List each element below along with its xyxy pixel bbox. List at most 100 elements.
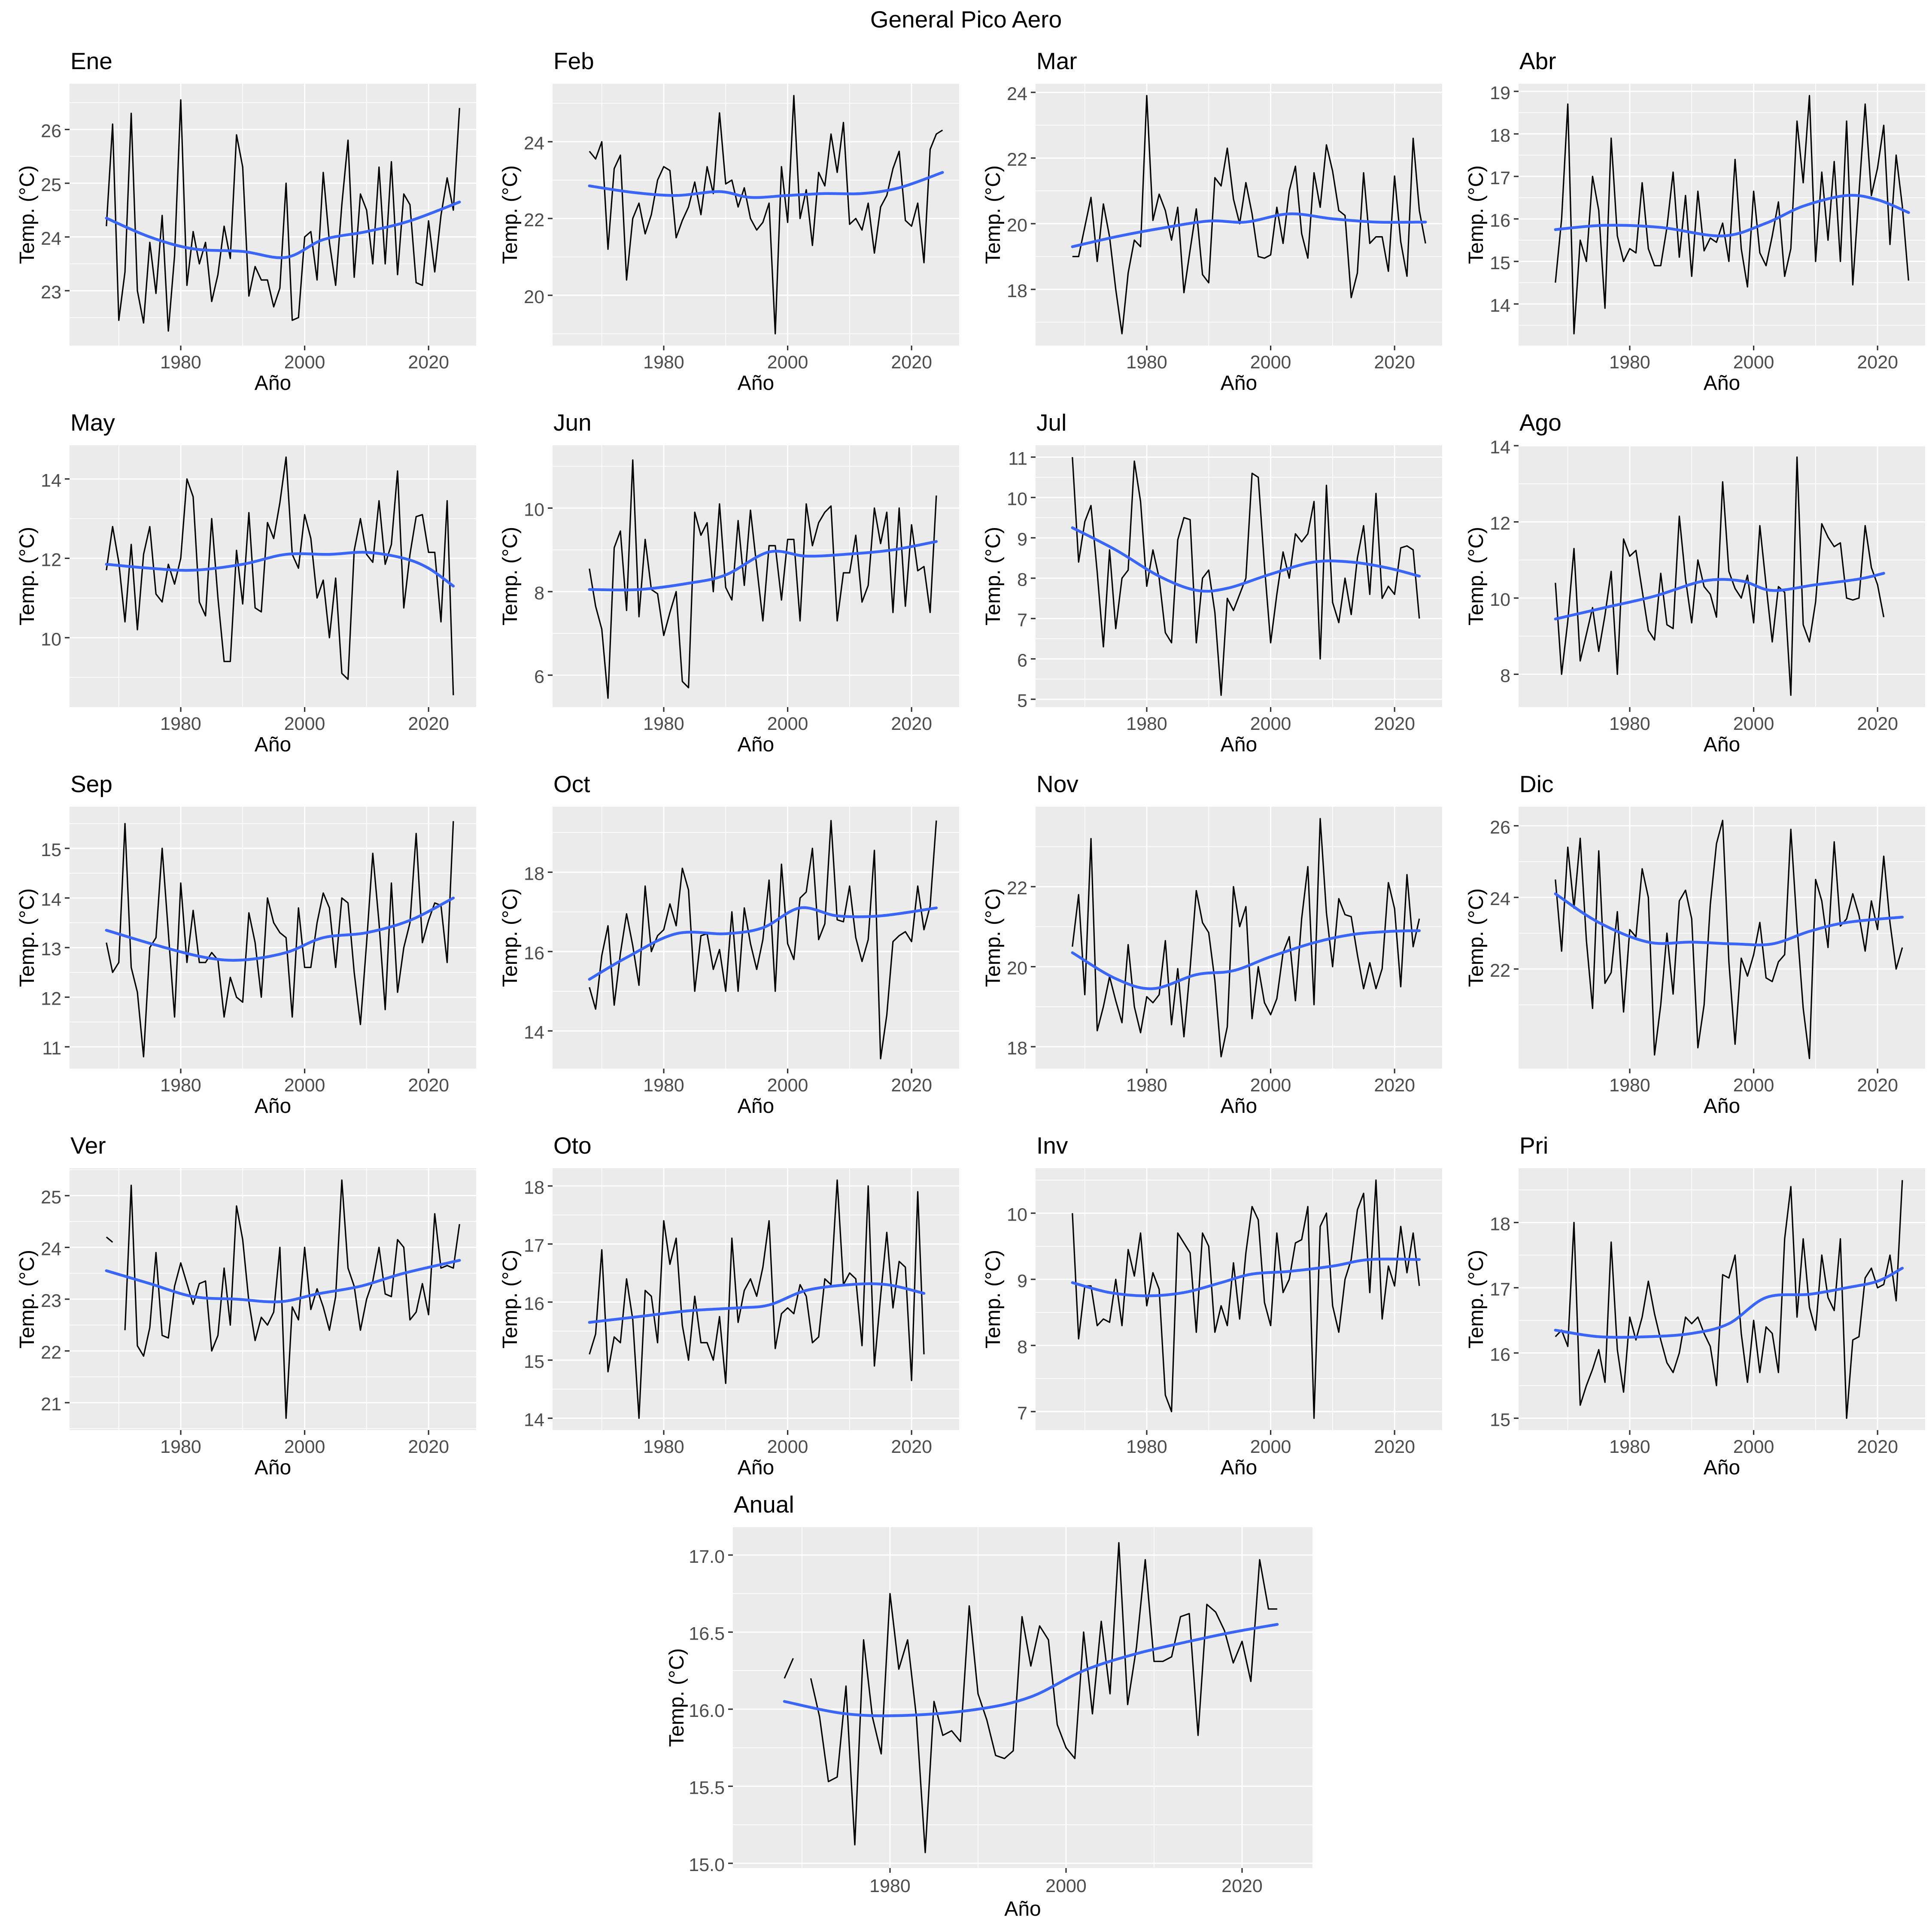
svg-text:15: 15 (41, 840, 61, 860)
svg-text:2000: 2000 (284, 1075, 325, 1096)
svg-text:16: 16 (1490, 1344, 1510, 1365)
svg-text:8: 8 (1500, 666, 1510, 687)
svg-text:12: 12 (41, 989, 61, 1009)
svg-text:23: 23 (41, 1291, 61, 1311)
svg-text:1980: 1980 (160, 352, 201, 373)
svg-text:2020: 2020 (891, 714, 932, 734)
svg-text:22: 22 (41, 1343, 61, 1363)
svg-text:22: 22 (1490, 960, 1510, 981)
svg-text:Temp. (°C): Temp. (°C) (16, 527, 39, 626)
svg-text:17: 17 (1490, 168, 1510, 188)
svg-text:14: 14 (524, 1022, 544, 1043)
svg-text:12: 12 (1490, 513, 1510, 534)
svg-text:7: 7 (1017, 1403, 1027, 1424)
svg-text:16: 16 (524, 943, 544, 963)
svg-text:5: 5 (1017, 691, 1027, 711)
svg-text:8: 8 (1017, 1337, 1027, 1358)
svg-text:24: 24 (1490, 889, 1510, 909)
svg-text:2020: 2020 (1857, 352, 1898, 373)
svg-text:Temp. (°C): Temp. (°C) (982, 1250, 1005, 1349)
svg-text:18: 18 (524, 864, 544, 884)
svg-text:2000: 2000 (767, 352, 808, 373)
svg-text:2000: 2000 (284, 714, 325, 734)
svg-text:17: 17 (1490, 1279, 1510, 1300)
svg-text:1980: 1980 (160, 1437, 201, 1457)
svg-text:Año: Año (1704, 1095, 1740, 1118)
svg-text:1980: 1980 (643, 1075, 684, 1096)
svg-text:1980: 1980 (1609, 714, 1650, 734)
svg-text:Ago: Ago (1519, 409, 1561, 436)
svg-text:Anual: Anual (734, 1491, 794, 1518)
svg-text:Año: Año (255, 1456, 291, 1479)
svg-text:2020: 2020 (891, 1437, 932, 1457)
svg-text:26: 26 (1490, 817, 1510, 838)
svg-text:Año: Año (255, 372, 291, 395)
svg-text:14: 14 (41, 890, 61, 910)
svg-text:16.5: 16.5 (689, 1624, 725, 1644)
svg-text:11: 11 (42, 1038, 61, 1059)
svg-text:2020: 2020 (1374, 1437, 1415, 1457)
svg-text:18: 18 (1490, 125, 1510, 146)
svg-text:Abr: Abr (1519, 48, 1556, 74)
svg-text:25: 25 (41, 175, 61, 195)
svg-text:2000: 2000 (1045, 1876, 1087, 1896)
svg-text:2020: 2020 (408, 1075, 449, 1096)
svg-text:Temp. (°C): Temp. (°C) (1465, 1250, 1488, 1349)
svg-text:24: 24 (41, 1239, 61, 1259)
svg-text:15: 15 (524, 1352, 544, 1372)
svg-text:10: 10 (1007, 489, 1027, 510)
svg-text:2020: 2020 (1857, 714, 1898, 734)
svg-text:7: 7 (1017, 610, 1027, 631)
svg-text:2020: 2020 (1374, 352, 1415, 373)
svg-text:17.0: 17.0 (689, 1546, 725, 1567)
svg-text:2000: 2000 (1250, 352, 1291, 373)
svg-text:8: 8 (534, 583, 544, 604)
svg-text:2020: 2020 (408, 1437, 449, 1457)
svg-text:Año: Año (738, 372, 774, 395)
svg-text:1980: 1980 (1609, 352, 1650, 373)
svg-text:Temp. (°C): Temp. (°C) (499, 527, 522, 626)
svg-text:16: 16 (1490, 210, 1510, 231)
svg-text:20: 20 (1007, 215, 1027, 236)
svg-text:19: 19 (1490, 83, 1510, 103)
svg-text:Oct: Oct (553, 771, 590, 797)
svg-text:20: 20 (1007, 958, 1027, 979)
svg-text:10: 10 (41, 629, 61, 650)
svg-text:24: 24 (1007, 84, 1027, 104)
svg-text:2000: 2000 (284, 1437, 325, 1457)
svg-text:26: 26 (41, 121, 61, 142)
svg-text:2000: 2000 (767, 714, 808, 734)
svg-text:Temp. (°C): Temp. (°C) (499, 165, 522, 264)
svg-text:2020: 2020 (1221, 1876, 1263, 1896)
svg-text:1980: 1980 (1126, 352, 1167, 373)
svg-text:11: 11 (1008, 449, 1027, 469)
svg-text:24: 24 (41, 228, 61, 249)
svg-text:Año: Año (738, 1095, 774, 1118)
svg-text:Mar: Mar (1036, 48, 1077, 74)
svg-text:10: 10 (524, 499, 544, 520)
svg-text:2020: 2020 (891, 352, 932, 373)
svg-text:Ver: Ver (70, 1132, 106, 1159)
svg-text:6: 6 (534, 667, 544, 687)
svg-text:15.0: 15.0 (689, 1855, 725, 1875)
svg-text:15.5: 15.5 (689, 1778, 725, 1798)
svg-text:1980: 1980 (643, 1437, 684, 1457)
svg-text:Temp. (°C): Temp. (°C) (1465, 165, 1488, 264)
svg-text:15: 15 (1490, 1410, 1510, 1430)
svg-text:20: 20 (524, 287, 544, 307)
svg-text:1980: 1980 (869, 1876, 911, 1896)
svg-text:2020: 2020 (408, 714, 449, 734)
svg-text:17: 17 (524, 1236, 544, 1256)
svg-text:1980: 1980 (1609, 1437, 1650, 1457)
svg-text:Temp. (°C): Temp. (°C) (665, 1648, 688, 1747)
svg-text:2020: 2020 (891, 1075, 932, 1096)
svg-text:1980: 1980 (160, 1075, 201, 1096)
svg-text:Temp. (°C): Temp. (°C) (499, 888, 522, 987)
svg-text:9: 9 (1017, 529, 1027, 550)
svg-text:2000: 2000 (767, 1075, 808, 1096)
svg-text:2020: 2020 (1374, 1075, 1415, 1096)
svg-text:6: 6 (1017, 650, 1027, 671)
svg-text:Temp. (°C): Temp. (°C) (16, 1250, 39, 1349)
svg-text:18: 18 (1490, 1214, 1510, 1235)
svg-text:Año: Año (1704, 733, 1740, 756)
